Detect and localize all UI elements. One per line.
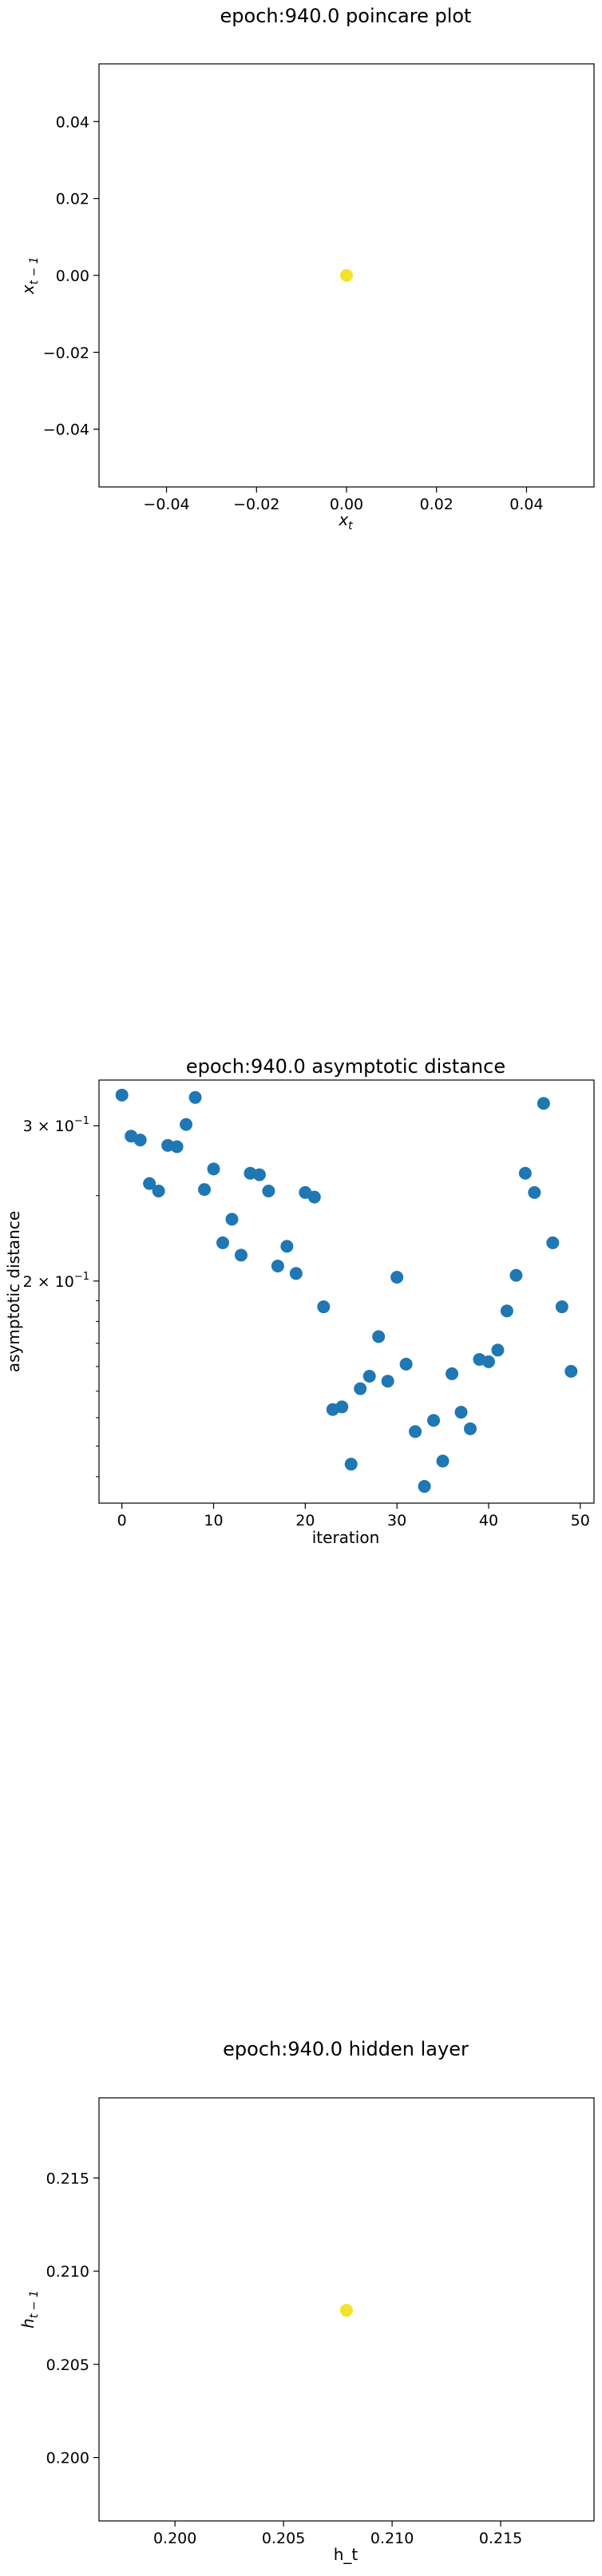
data-points <box>115 1088 578 1494</box>
x-axis-label: h_t <box>334 2545 358 2564</box>
y-axis-label: ht − 1 <box>18 2290 41 2329</box>
y-tick-label: 0.215 <box>46 2170 89 2187</box>
scatter-point <box>170 1140 184 1153</box>
scatter-point <box>528 1185 541 1199</box>
y-axis-ticks: 0.200 0.205 0.210 0.215 <box>46 2170 99 2467</box>
plot-frame <box>98 2097 595 2522</box>
scatter-point <box>564 1364 578 1378</box>
x-tick-label: −0.02 <box>233 496 279 513</box>
y-tick-label: 0.210 <box>46 2263 89 2281</box>
x-tick-label: 0 <box>117 1512 127 1529</box>
plot-frame <box>98 1079 595 1504</box>
hidden-layer-panel: epoch:940.0 hidden layer 0.200 0.205 0.210… <box>0 2014 602 2573</box>
scatter-point <box>481 1355 495 1368</box>
scatter-point <box>271 1259 284 1272</box>
scatter-point <box>518 1166 532 1180</box>
scatter-point <box>188 1090 202 1104</box>
y-axis-label: asymptotic distance <box>4 1211 23 1372</box>
scatter-point <box>198 1183 212 1197</box>
x-tick-label: 0.205 <box>262 2530 305 2547</box>
scatter-point <box>372 1330 386 1343</box>
scatter-point <box>399 1357 413 1371</box>
hidden-layer-chart: epoch:940.0 hidden layer 0.200 0.205 0.210… <box>18 2038 595 2564</box>
scatter-point <box>354 1382 367 1395</box>
scatter-point <box>180 1118 193 1131</box>
scatter-point <box>427 1414 441 1427</box>
asymptotic-distance-panel: epoch:940.0 asymptotic distance 0 10 20 30 4… <box>0 1038 602 1597</box>
x-tick-label: 10 <box>204 1512 223 1529</box>
scatter-point <box>133 1134 147 1147</box>
scatter-point <box>546 1236 560 1249</box>
chart-title: epoch:940.0 asymptotic distance <box>186 1055 505 1078</box>
data-points <box>340 2304 353 2317</box>
scatter-point <box>317 1300 331 1314</box>
scatter-point <box>555 1300 568 1314</box>
scatter-point <box>234 1248 248 1262</box>
y-tick-label: −0.02 <box>43 344 89 362</box>
x-tick-label: 50 <box>571 1512 590 1529</box>
scatter-point <box>446 1367 459 1380</box>
x-axis-ticks: 0.200 0.205 0.210 0.215 <box>153 2521 522 2547</box>
scatter-point <box>280 1240 294 1253</box>
data-points <box>340 269 353 282</box>
x-tick-label: −0.04 <box>143 496 189 513</box>
scatter-point <box>225 1213 239 1226</box>
y-tick-label: 0.04 <box>56 113 89 131</box>
x-tick-label: 30 <box>387 1512 406 1529</box>
scatter-point <box>335 1400 349 1414</box>
scatter-point <box>409 1425 422 1438</box>
y-tick-label: 0.200 <box>46 2450 89 2467</box>
scatter-point <box>340 2304 353 2317</box>
x-tick-label: 0.00 <box>330 496 363 513</box>
scatter-point <box>537 1097 550 1110</box>
y-tick-label: 3 × 10−1 <box>23 1115 89 1135</box>
scatter-point <box>418 1480 431 1494</box>
scatter-point <box>152 1184 165 1197</box>
y-axis-label: xt − 1 <box>18 257 41 295</box>
chart-title: epoch:940.0 hidden layer <box>223 2038 469 2060</box>
scatter-point <box>381 1375 394 1388</box>
asymptotic-distance-chart: epoch:940.0 asymptotic distance 0 10 20 30 4… <box>4 1055 595 1547</box>
scatter-point <box>115 1088 129 1102</box>
scatter-point <box>262 1184 275 1197</box>
scatter-point <box>340 269 353 282</box>
x-tick-label: 0.04 <box>509 496 543 513</box>
y-axis-ticks: −0.04 −0.02 0.00 0.02 0.04 <box>43 113 99 439</box>
scatter-point <box>207 1162 220 1176</box>
scatter-point <box>390 1271 404 1284</box>
y-tick-label: 0.00 <box>56 267 89 285</box>
scatter-point <box>454 1406 468 1419</box>
x-tick-label: 0.200 <box>153 2530 196 2547</box>
scatter-point <box>362 1370 376 1383</box>
scatter-point <box>307 1190 321 1204</box>
x-tick-label: 0.215 <box>479 2530 522 2547</box>
y-tick-label: −0.04 <box>43 421 89 439</box>
scatter-point <box>143 1177 156 1190</box>
x-axis-label: iteration <box>312 1528 380 1547</box>
poincare-plot-chart: epoch:940.0 poincare plot −0.04 −0.02 0.00… <box>18 5 595 532</box>
x-axis-ticks: −0.04 −0.02 0.00 0.02 0.04 <box>143 487 544 513</box>
scatter-point <box>500 1304 513 1318</box>
scatter-point <box>216 1236 229 1249</box>
x-tick-label: 20 <box>295 1512 315 1529</box>
x-tick-label: 0.210 <box>370 2530 414 2547</box>
y-axis-ticks: 2 × 10−1 3 × 10−1 <box>23 1115 99 1478</box>
scatter-point <box>509 1268 523 1282</box>
scatter-point <box>344 1458 358 1471</box>
y-tick-label: 0.205 <box>46 2356 89 2374</box>
scatter-point <box>491 1343 505 1357</box>
x-axis-ticks: 0 10 20 30 40 50 <box>117 1503 590 1529</box>
scatter-point <box>289 1267 303 1280</box>
chart-title: epoch:940.0 poincare plot <box>220 5 472 27</box>
x-axis-label: xt <box>338 510 353 532</box>
x-tick-label: 40 <box>479 1512 498 1529</box>
scatter-point <box>436 1454 450 1468</box>
y-tick-label: 0.02 <box>56 191 89 208</box>
y-tick-label: 2 × 10−1 <box>23 1271 89 1291</box>
x-tick-label: 0.02 <box>420 496 453 513</box>
poincare-plot-panel: epoch:940.0 poincare plot −0.04 −0.02 0.00… <box>0 0 602 559</box>
scatter-point <box>464 1422 477 1435</box>
scatter-point <box>252 1168 266 1181</box>
